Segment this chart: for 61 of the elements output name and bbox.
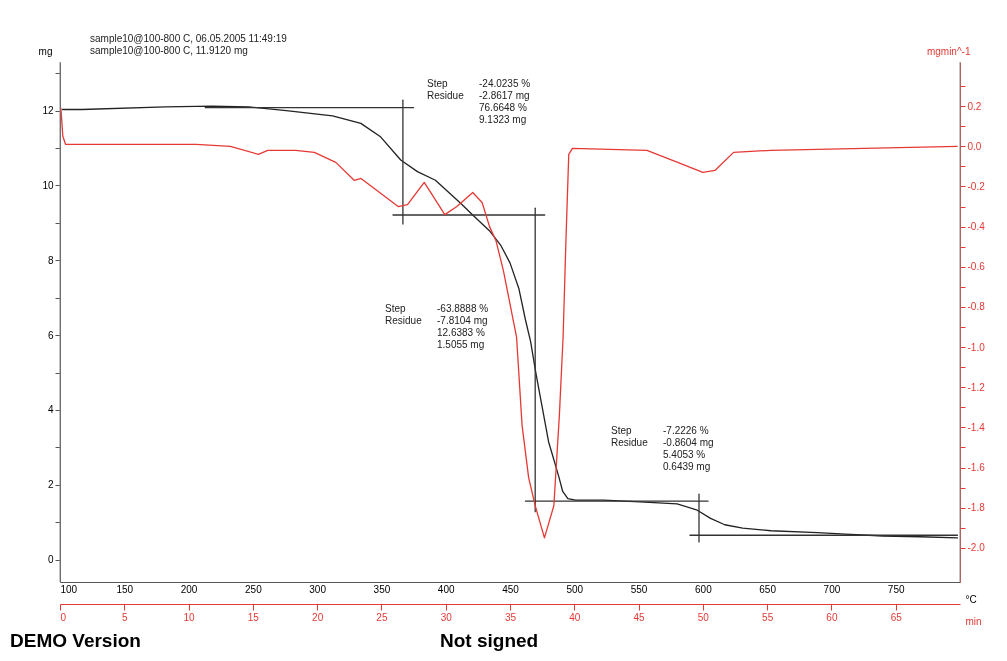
x-tick-label: 250 [245, 583, 263, 595]
y2-tick-label: -1.6 [967, 462, 986, 474]
x-tick-label: 300 [309, 583, 327, 595]
x-tick-label: 550 [630, 583, 648, 595]
text: DEMO Version [10, 630, 141, 652]
annotation: Step Residue [611, 425, 649, 448]
annotation: -24.0235 % -2.8617 mg 76.6648 % 9.1323 mg [479, 78, 531, 125]
annotation: Step Residue [427, 78, 465, 101]
y-tick-label: 6 [47, 329, 54, 341]
x2-tick-label: 60 [826, 611, 838, 623]
x2-tick-label: 35 [504, 611, 517, 623]
x-tick-label: 150 [116, 583, 134, 595]
y2-tick-label: -1.8 [967, 502, 986, 514]
annotation: Step Residue [385, 303, 423, 326]
x-tick-label: 600 [695, 583, 713, 595]
x-tick-label: 450 [502, 583, 520, 595]
y2-tick-label: -0.8 [967, 301, 986, 313]
x-tick-label: 500 [566, 583, 584, 595]
y2-tick-label: 0.0 [967, 140, 982, 152]
y2-tick-label: 0.2 [967, 100, 982, 112]
x2-tick-label: 40 [569, 611, 581, 623]
x2-tick-label: 30 [440, 611, 453, 623]
y2-tick-label: -1.2 [967, 381, 986, 393]
x2-tick-label: 5 [122, 611, 128, 623]
y-tick-label: 10 [42, 179, 54, 191]
x2-tick-label: 10 [183, 611, 196, 623]
y-tick-label: 12 [42, 105, 54, 117]
x-tick-label: 400 [437, 583, 455, 595]
y2-tick-label: -1.0 [967, 341, 986, 353]
annotation: -7.2226 % -0.8604 mg 5.4053 % 0.6439 mg [663, 425, 714, 472]
y-tick-label: 4 [47, 404, 54, 416]
y2-tick-label: -0.2 [967, 180, 986, 192]
x2-tick-label: 0 [60, 611, 67, 623]
y-tick-label: 8 [47, 254, 54, 266]
x2-axis-title: min [965, 615, 982, 627]
x-axis-title: °C [965, 593, 977, 605]
x-tick-label: 200 [180, 583, 198, 595]
x2-tick-label: 50 [697, 611, 710, 623]
y-tick-label: 0 [47, 554, 54, 566]
y-tick-label: 2 [47, 479, 54, 491]
text: Not signed [440, 630, 539, 652]
y2-tick-label: -2.0 [967, 542, 986, 554]
x-tick-label: 700 [823, 583, 841, 595]
annotation: -63.8888 % -7.8104 mg 12.6383 % 1.5055 mg [437, 303, 489, 350]
x2-tick-label: 45 [633, 611, 646, 623]
y2-tick-label: -1.4 [967, 421, 986, 433]
y2-tick-label: -0.6 [967, 261, 986, 273]
y2-axis-title: mgmin^-1 [926, 45, 971, 57]
x-tick-label: 750 [887, 583, 905, 595]
x-tick-label: 350 [373, 583, 391, 595]
text: sample10@100-800 C, 06.05.2005 11:49:19 [90, 33, 288, 44]
x2-tick-label: 25 [376, 611, 388, 623]
y-axis-title: mg [38, 45, 53, 57]
y2-tick-label: -0.4 [967, 221, 986, 233]
x-tick-label: 100 [60, 583, 78, 595]
x2-tick-label: 55 [762, 611, 774, 623]
x2-tick-label: 15 [247, 611, 260, 623]
x-tick-label: 650 [759, 583, 777, 595]
x2-tick-label: 20 [312, 611, 324, 623]
text: sample10@100-800 C, 11.9120 mg [90, 45, 248, 56]
x2-tick-label: 65 [890, 611, 903, 623]
